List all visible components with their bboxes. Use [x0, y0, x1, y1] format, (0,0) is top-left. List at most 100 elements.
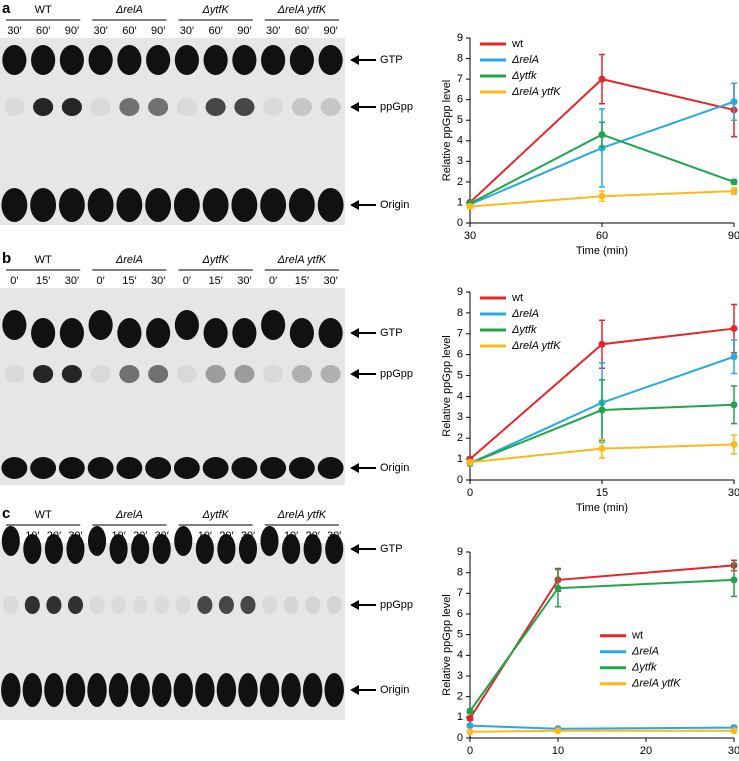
y-tick-label: 8: [457, 567, 463, 579]
origin-spot: [260, 457, 287, 479]
origin-spot: [216, 673, 237, 707]
origin-spot: [202, 188, 229, 222]
lane-label: 0′: [183, 275, 191, 287]
y-tick-label: 3: [457, 670, 463, 682]
lane-label: 30′: [151, 275, 165, 287]
gtp-spot: [2, 45, 27, 75]
data-point: [554, 727, 562, 735]
lane-label: 30′: [93, 25, 107, 37]
lane-label: 0′: [97, 275, 105, 287]
legend-label: wt: [511, 292, 523, 304]
ppgpp-spot: [46, 596, 62, 614]
group-label: ΔytfK: [201, 509, 229, 521]
lane-label: 60′: [36, 25, 50, 37]
y-tick-label: 8: [457, 307, 463, 319]
lane-label: 15′: [208, 275, 222, 287]
data-point: [598, 340, 606, 348]
gtp-spot: [238, 534, 258, 564]
gtp-spot: [31, 318, 56, 348]
y-tick-label: 9: [457, 546, 463, 558]
marker-arrowhead: [350, 544, 359, 554]
gtp-spot: [59, 318, 84, 348]
data-point: [598, 445, 606, 453]
ppgpp-spot: [175, 596, 191, 614]
origin-spot: [22, 673, 43, 707]
y-tick-label: 1: [457, 196, 463, 208]
ppgpp-spot: [240, 596, 256, 614]
lane-label: 60′: [208, 25, 222, 37]
gtp-spot: [232, 45, 257, 75]
ppgpp-spot: [291, 365, 312, 383]
ppgpp-spot: [111, 596, 127, 614]
group-label: ΔrelA: [115, 254, 143, 266]
gtp-spot: [146, 45, 171, 75]
data-point: [730, 325, 738, 333]
y-tick-label: 4: [457, 649, 463, 661]
y-axis-label: Relative ppGpp level: [441, 335, 453, 437]
origin-spot: [58, 188, 85, 222]
y-tick-label: 7: [457, 328, 463, 340]
lane-label: 15′: [36, 275, 50, 287]
y-tick-label: 9: [457, 32, 463, 44]
gtp-spot: [174, 45, 199, 75]
gtp-spot: [203, 45, 228, 75]
ppgpp-spot: [4, 98, 25, 116]
legend-label: Δytfk: [511, 324, 537, 336]
gtp-spot: [59, 45, 84, 75]
gtp-spot: [260, 526, 279, 556]
gtp-spot: [282, 534, 301, 564]
ppgpp-spot: [132, 596, 148, 614]
origin-spot: [1, 188, 28, 222]
series-line: [469, 578, 735, 712]
ppgpp-spot: [234, 98, 255, 116]
y-tick-label: 6: [457, 608, 463, 620]
gtp-spot: [146, 318, 171, 348]
origin-spot: [108, 673, 129, 707]
gtp-spot: [261, 310, 286, 340]
y-tick-label: 7: [457, 587, 463, 599]
y-tick-label: 2: [457, 432, 463, 444]
gtp-spot: [232, 318, 257, 348]
lane-label: 90′: [323, 25, 337, 37]
gtp-spot: [203, 318, 228, 348]
data-point: [730, 353, 738, 361]
legend-label: ΔrelA: [511, 308, 539, 320]
ppgpp-spot: [326, 596, 342, 614]
gtp-spot: [117, 318, 142, 348]
gtp-spot: [131, 534, 150, 564]
marker-label: ppGpp: [380, 101, 413, 113]
origin-spot: [202, 457, 229, 479]
origin-spot: [173, 457, 200, 479]
legend-label: Δytfk: [511, 70, 537, 82]
marker-arrowhead: [350, 328, 359, 338]
gtp-spot: [31, 45, 56, 75]
gel: [0, 288, 345, 485]
ppgpp-spot: [33, 98, 54, 116]
lane-label: 30′: [180, 25, 194, 37]
ppgpp-spot: [67, 596, 84, 614]
y-tick-label: 7: [457, 73, 463, 85]
ppgpp-spot: [197, 596, 213, 614]
data-point: [598, 406, 606, 414]
data-point: [598, 75, 606, 83]
x-tick-label: 15: [596, 487, 608, 499]
lane-label: 60′: [295, 25, 309, 37]
group-label: ΔrelA: [115, 509, 143, 521]
lane-label: 90′: [65, 25, 79, 37]
gtp-spot: [66, 534, 85, 564]
data-point: [554, 584, 562, 592]
marker-label: GTP: [380, 54, 403, 66]
origin-spot: [302, 673, 323, 707]
ppgpp-spot: [218, 596, 234, 614]
origin-spot: [65, 673, 86, 707]
y-tick-label: 4: [457, 390, 463, 402]
data-point: [730, 576, 738, 584]
ppgpp-spot: [4, 365, 25, 383]
lane-label: 0′: [269, 275, 277, 287]
ppgpp-spot: [148, 365, 169, 383]
group-label: WT: [35, 509, 52, 521]
gtp-spot: [318, 45, 343, 75]
origin-spot: [145, 188, 172, 222]
legend-label: wt: [511, 38, 523, 50]
x-tick-label: 30: [728, 487, 739, 499]
